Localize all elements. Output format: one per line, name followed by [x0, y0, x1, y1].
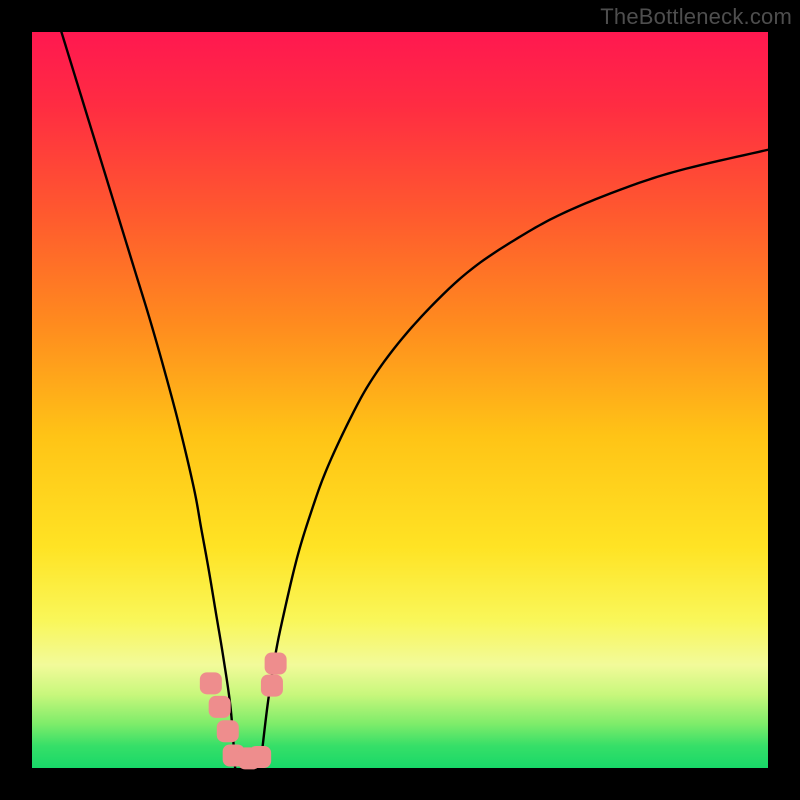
data-marker — [200, 672, 222, 694]
gradient-background — [32, 32, 768, 768]
watermark-text: TheBottleneck.com — [600, 4, 792, 30]
data-marker — [261, 675, 283, 697]
data-marker — [209, 696, 231, 718]
data-marker — [217, 720, 239, 742]
data-marker — [265, 652, 287, 674]
data-marker — [249, 746, 271, 768]
bottleneck-chart — [0, 0, 800, 800]
chart-container: TheBottleneck.com — [0, 0, 800, 800]
